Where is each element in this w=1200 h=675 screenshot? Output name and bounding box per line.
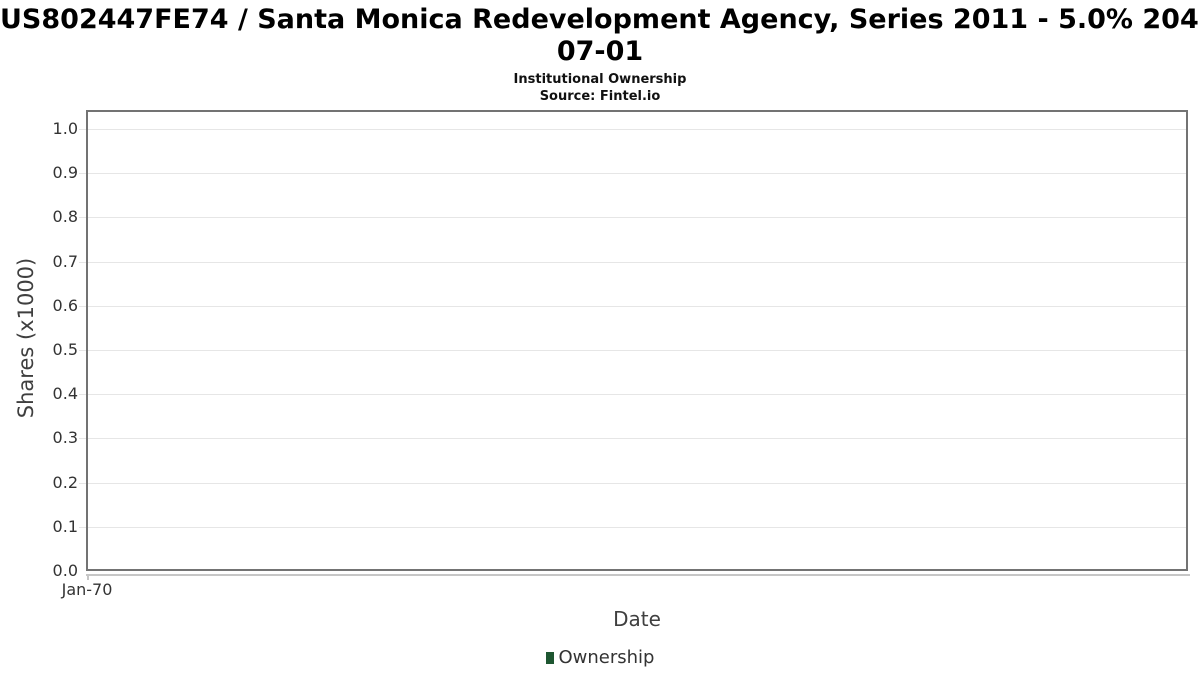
page-title-line1: US802447FE74 / Santa Monica Redevelopmen… (0, 4, 1200, 35)
gridline (88, 438, 1186, 439)
gridline (88, 262, 1186, 263)
gridline (88, 129, 1186, 130)
y-tick-label: 0.4 (52, 384, 78, 403)
gridline (88, 394, 1186, 395)
x-axis-title: Date (613, 607, 661, 631)
legend: Ownership (0, 645, 1200, 671)
gridline (88, 483, 1186, 484)
y-tick-label: 0.5 (52, 340, 78, 359)
y-tick-label: 0.8 (52, 207, 78, 226)
y-tick-mark (79, 306, 86, 307)
y-tick-label: 0.6 (52, 296, 78, 315)
x-tick-label: Jan-70 (61, 580, 113, 599)
x-tick-mark (87, 576, 89, 580)
plot-area (86, 110, 1188, 571)
y-tick-label: 0.3 (52, 428, 78, 447)
y-tick-mark (79, 262, 86, 263)
gridline (88, 217, 1186, 218)
chart-header: US802447FE74 / Santa Monica Redevelopmen… (0, 0, 1200, 105)
y-tick-label: 0.0 (52, 561, 78, 580)
y-tick-label: 0.9 (52, 163, 78, 182)
page-title-line2: 07-01 (556, 36, 644, 67)
legend-label: Ownership (558, 647, 655, 668)
x-axis-line (86, 574, 1190, 576)
page-title: US802447FE74 / Santa Monica Redevelopmen… (0, 0, 1200, 68)
y-tick-mark (79, 129, 86, 130)
y-tick-mark (79, 438, 86, 439)
y-tick-label: 0.7 (52, 252, 78, 271)
gridline (88, 173, 1186, 174)
legend-marker-icon (545, 652, 554, 664)
y-tick-mark (79, 173, 86, 174)
y-tick-label: 0.1 (52, 517, 78, 536)
y-tick-mark (79, 217, 86, 218)
y-tick-mark (79, 483, 86, 484)
y-tick-label: 1.0 (52, 119, 78, 138)
legend-item-ownership[interactable]: Ownership (545, 647, 655, 669)
gridline (88, 306, 1186, 307)
y-tick-mark (79, 394, 86, 395)
chart-subtitle: Institutional Ownership (513, 72, 687, 87)
gridline (88, 350, 1186, 351)
chart-source: Source: Fintel.io (539, 89, 661, 104)
y-tick-mark (79, 527, 86, 528)
y-tick-mark (79, 350, 86, 351)
gridline (88, 527, 1186, 528)
y-tick-label: 0.2 (52, 473, 78, 492)
